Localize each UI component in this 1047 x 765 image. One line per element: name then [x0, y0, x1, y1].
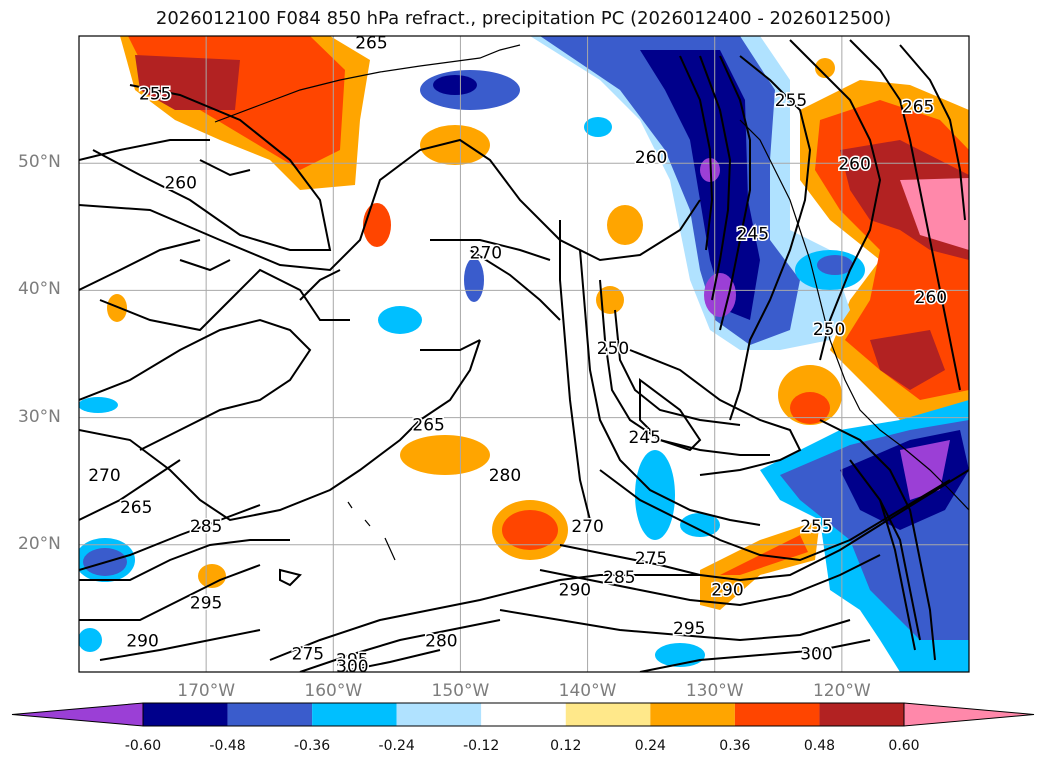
colorbar-extend-high: [903, 702, 1035, 727]
colorbar-outline: [142, 702, 905, 727]
contour-label: 255: [800, 517, 832, 537]
lon-tick-label: 120°W: [812, 681, 871, 701]
contour-label: 250: [813, 320, 845, 340]
colorbar-tick-label: 0.60: [888, 738, 920, 754]
contour-label: 260: [915, 288, 947, 308]
lon-tick-label: 170°W: [177, 681, 236, 701]
colorbar-segment: [650, 703, 735, 726]
coastlines: [214, 44, 969, 561]
contour-label: 295: [336, 651, 368, 671]
contour-label: 285: [190, 517, 222, 537]
contour-label: 245: [629, 428, 661, 448]
contour-label: 265: [120, 498, 152, 518]
lat-tick-label: 40°N: [18, 279, 61, 300]
colorbar-tick-label: -0.24: [378, 738, 415, 754]
colorbar-segment: [143, 703, 228, 726]
lat-tick-label: 20°N: [18, 533, 61, 554]
lon-tick-label: 130°W: [685, 681, 744, 701]
contour-label: 300: [800, 644, 832, 664]
colorbar-segment: [819, 703, 904, 726]
contour-label: 260: [635, 148, 667, 168]
colorbar-tick-label: -0.36: [293, 738, 331, 754]
contour-label: 260: [164, 174, 196, 194]
contour-label: 285: [603, 568, 635, 588]
colorbar-tick-label: -0.12: [463, 738, 500, 754]
precip-blob: [420, 125, 490, 165]
contour-label: 260: [838, 155, 870, 175]
lon-tick-label: 150°W: [431, 681, 490, 701]
contour-label: 245: [737, 225, 769, 245]
colorbar-segment: [734, 703, 820, 726]
contour-label: 295: [190, 593, 222, 613]
contour-label: 280: [425, 632, 457, 652]
contour-label: 290: [711, 581, 743, 601]
contour-label: 265: [902, 97, 934, 117]
lon-tick-label: 140°W: [558, 681, 617, 701]
contour-label: 280: [489, 466, 521, 486]
lon-tick-label: 160°W: [304, 681, 363, 701]
contour-label: 250: [597, 339, 629, 359]
lat-tick-label: 30°N: [18, 406, 61, 427]
contour-label: 290: [559, 581, 591, 601]
contour-label: 275: [292, 644, 324, 664]
colorbar-segment: [481, 703, 566, 726]
precip-shading: [79, 36, 969, 672]
contour-label: 265: [412, 415, 444, 435]
contour-label: 255: [139, 85, 171, 105]
colorbar-segment: [312, 703, 397, 726]
refractivity-contours: [79, 39, 969, 672]
colorbar-tick-label: 0.12: [550, 738, 582, 754]
contour-label: 270: [470, 244, 502, 264]
contour-label: 270: [88, 466, 120, 486]
contour-label: 300: [336, 657, 368, 677]
colorbar-tick-label: -0.60: [124, 738, 162, 754]
colorbar-tick-label: -0.48: [209, 738, 246, 754]
contour-label: 255: [775, 91, 807, 111]
colorbar-tick-label: 0.24: [634, 738, 666, 754]
colorbar-extend-low: [11, 702, 144, 727]
colorbar-segment: [227, 703, 313, 726]
contour-labels: 255 265 260 270 260 255 260 265 245 250 260 250 245 2…: [87, 34, 949, 677]
colorbar-segment: [396, 703, 482, 726]
map-title: 2026012100 F084 850 hPa refract., precip…: [155, 8, 892, 29]
contour-label: 290: [126, 632, 158, 652]
contour-label: 295: [673, 619, 705, 639]
colorbar-segment: [565, 703, 651, 726]
lat-tick-label: 50°N: [18, 152, 61, 173]
contour-label: 265: [355, 34, 387, 54]
contour-label: 275: [635, 549, 667, 569]
map-frame: [78, 35, 970, 673]
colorbar-tick-label: 0.48: [803, 738, 836, 754]
colorbar-tick-label: 0.36: [719, 738, 751, 754]
contour-label: 270: [571, 517, 603, 537]
map-grid: [79, 36, 969, 672]
